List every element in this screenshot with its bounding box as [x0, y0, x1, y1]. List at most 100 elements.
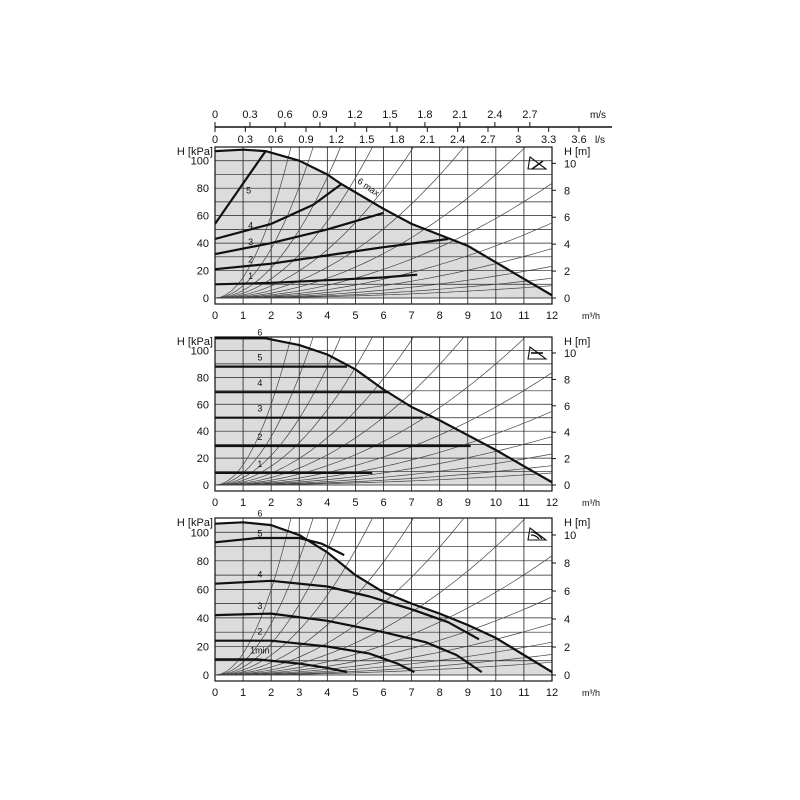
x-tick-label: 6 — [380, 310, 386, 322]
x-tick-label: 6 — [380, 497, 386, 509]
x-tick-label: 2 — [268, 687, 274, 699]
m-tick-label: 10 — [564, 530, 576, 542]
ls-tick-label: 1.2 — [329, 134, 344, 146]
system-curve — [215, 147, 465, 299]
x-tick-label: 9 — [465, 310, 471, 322]
system-curve — [215, 518, 314, 676]
m-tick-label: 8 — [564, 374, 570, 386]
system-curve — [215, 337, 314, 486]
ls-tick-label: 3.3 — [541, 134, 556, 146]
system-curves — [215, 337, 552, 486]
kpa-tick-label: 80 — [197, 183, 209, 195]
curve-label: 4 — [248, 221, 253, 231]
kpa-tick-label: 80 — [197, 556, 209, 568]
x-unit-label: m³/h — [582, 688, 600, 698]
ms-tick-label: 0.3 — [242, 109, 257, 121]
x-tick-label: 4 — [324, 687, 330, 699]
x-tick-label: 7 — [409, 687, 415, 699]
x-tick-label: 4 — [324, 497, 330, 509]
x-tick-label: 7 — [409, 497, 415, 509]
kpa-tick-label: 60 — [197, 211, 209, 223]
system-curve — [215, 436, 552, 486]
system-curve — [215, 518, 373, 676]
max-curve-label: 6 — [257, 509, 262, 519]
x-tick-label: 5 — [352, 687, 358, 699]
top-flow-axes: 0 0.3 0.6 0.9 1.2 1.5 1.8 2.1 2.4 2.7 m/s 0 0.3 0.6 0.… — [212, 109, 612, 146]
m-tick-label: 2 — [564, 454, 570, 466]
system-curve — [215, 453, 552, 486]
panel-frame — [214, 517, 553, 682]
pump-curve-4 — [215, 579, 480, 641]
x-tick-label: 10 — [490, 687, 502, 699]
panel-frame — [214, 336, 553, 492]
panel-frame — [214, 146, 553, 305]
proportional-pressure-icon — [527, 156, 548, 170]
m-tick-label: 6 — [564, 401, 570, 413]
x-tick-label: 5 — [352, 497, 358, 509]
m-tick-label: 0 — [564, 480, 570, 492]
system-curve — [215, 372, 552, 486]
system-curve — [215, 661, 552, 676]
m-tick-label: 2 — [564, 642, 570, 654]
system-curve — [215, 147, 414, 299]
pump-curve-3 — [215, 211, 384, 256]
pump-curve-2 — [215, 237, 449, 271]
curve-label: 1 — [248, 271, 253, 281]
kpa-tick-label: 0 — [203, 293, 209, 305]
left-unit-label: H [kPa] — [177, 146, 213, 158]
ls-tick-label: 0 — [212, 134, 218, 146]
ls-tick-label: 3.6 — [571, 134, 586, 146]
system-curve — [215, 182, 552, 299]
x-tick-label: 11 — [518, 687, 529, 699]
pump-curve-2 — [215, 639, 415, 674]
kpa-tick-label: 60 — [197, 584, 209, 596]
kpa-tick-label: 80 — [197, 372, 209, 384]
pump-curves — [215, 521, 552, 674]
system-curve — [215, 518, 292, 676]
kpa-tick-label: 60 — [197, 399, 209, 411]
right-unit-label: H [m] — [564, 336, 590, 348]
constant-speed-icon — [527, 527, 548, 541]
pump-curve-5 — [215, 150, 267, 225]
kpa-tick-label: 20 — [197, 641, 209, 653]
x-tick-label: 8 — [437, 497, 443, 509]
m-tick-label: 0 — [564, 670, 570, 682]
m-tick-label: 10 — [564, 158, 576, 170]
x-tick-label: 3 — [296, 310, 302, 322]
system-curve — [215, 248, 552, 299]
kpa-tick-label: 40 — [197, 613, 209, 625]
ls-tick-label: 0.6 — [268, 134, 283, 146]
curve-label: 2 — [257, 432, 262, 442]
x-tick-label: 0 — [212, 687, 218, 699]
m-tick-label: 10 — [564, 348, 576, 360]
ls-tick-label: 2.4 — [450, 134, 465, 146]
curve-label: 2 — [257, 627, 262, 637]
system-curve — [215, 147, 292, 299]
ms-tick-label: 0 — [212, 109, 218, 121]
m-tick-label: 4 — [564, 427, 570, 439]
kpa-tick-label: 0 — [203, 670, 209, 682]
ms-tick-label: 0.9 — [312, 109, 327, 121]
x-unit-label: m³/h — [582, 498, 600, 508]
ms-tick-label: 2.1 — [452, 109, 467, 121]
ls-tick-label: 1.8 — [389, 134, 404, 146]
system-curve — [215, 337, 373, 486]
m-tick-label: 6 — [564, 212, 570, 224]
pump-curve-5 — [215, 536, 345, 557]
curve-label: 3 — [248, 237, 253, 247]
system-curve — [215, 266, 552, 299]
ls-tick-label: 0.3 — [238, 134, 253, 146]
constant-pressure-icon — [527, 346, 548, 360]
m-tick-label: 0 — [564, 293, 570, 305]
curve-label: 5 — [257, 528, 262, 538]
curve-label: 4 — [257, 378, 262, 388]
icon-mark — [531, 160, 544, 170]
kpa-tick-label: 100 — [191, 527, 209, 539]
x-tick-label: 0 — [212, 497, 218, 509]
max-curve-label: 6 — [257, 328, 262, 338]
left-unit-label: H [kPa] — [177, 336, 213, 348]
ms-tick-label: 1.2 — [347, 109, 362, 121]
